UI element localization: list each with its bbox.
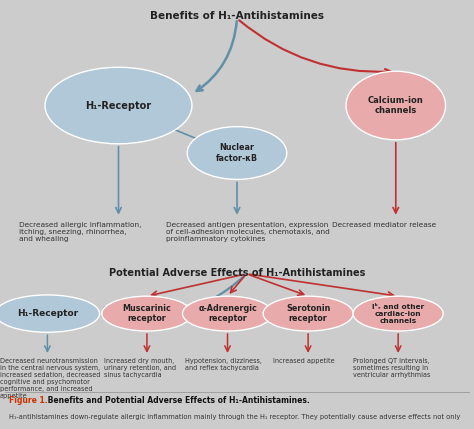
Ellipse shape — [353, 296, 443, 331]
Text: Decreased neurotransmission
in the central nervous system,
increased sedation, d: Decreased neurotransmission in the centr… — [0, 358, 100, 399]
Text: Potential Adverse Effects of H₁-Antihistamines: Potential Adverse Effects of H₁-Antihist… — [109, 268, 365, 278]
Text: Calcium-ion
channels: Calcium-ion channels — [368, 96, 424, 115]
Text: H₁-Receptor: H₁-Receptor — [17, 309, 78, 318]
Ellipse shape — [182, 296, 273, 331]
Ellipse shape — [263, 296, 353, 331]
Text: Hypotension, dizziness,
and reflex tachycardia: Hypotension, dizziness, and reflex tachy… — [185, 358, 262, 372]
Ellipse shape — [102, 296, 192, 331]
Ellipse shape — [346, 71, 446, 140]
Text: Iᵏᵣ and other
cardiac-ion
channels: Iᵏᵣ and other cardiac-ion channels — [372, 304, 424, 323]
Text: Increased appetite: Increased appetite — [273, 358, 334, 364]
Text: Decreased antigen presentation, expression
of cell-adhesion molecules, chemotaxi: Decreased antigen presentation, expressi… — [166, 222, 329, 242]
Text: Decreased allergic inflammation,
itching, sneezing, rhinorrhea,
and whealing: Decreased allergic inflammation, itching… — [19, 222, 141, 242]
Ellipse shape — [0, 295, 100, 332]
Text: Benefits and Potential Adverse Effects of H₁-Antihistamines.: Benefits and Potential Adverse Effects o… — [45, 396, 310, 405]
Text: Figure 1.: Figure 1. — [9, 396, 48, 405]
Text: Increased dry mouth,
urinary retention, and
sinus tachycardia: Increased dry mouth, urinary retention, … — [104, 358, 176, 378]
Text: α-Adrenergic
receptor: α-Adrenergic receptor — [198, 304, 257, 323]
Text: Decreased mediator release: Decreased mediator release — [332, 222, 436, 228]
Text: Benefits of H₁-Antihistamines: Benefits of H₁-Antihistamines — [150, 11, 324, 21]
Text: Serotonin
receptor: Serotonin receptor — [286, 304, 330, 323]
Text: Prolonged QT intervals,
sometimes resulting in
ventricular arrhythmias: Prolonged QT intervals, sometimes result… — [353, 358, 430, 378]
Text: H₁-antihistamines down-regulate allergic inflammation mainly through the H₁ rece: H₁-antihistamines down-regulate allergic… — [9, 414, 461, 420]
Text: Muscarinic
receptor: Muscarinic receptor — [123, 304, 171, 323]
Text: Nuclear
factor-κB: Nuclear factor-κB — [216, 143, 258, 163]
Ellipse shape — [45, 67, 192, 144]
Ellipse shape — [187, 127, 287, 179]
Text: H₁-Receptor: H₁-Receptor — [85, 100, 152, 111]
